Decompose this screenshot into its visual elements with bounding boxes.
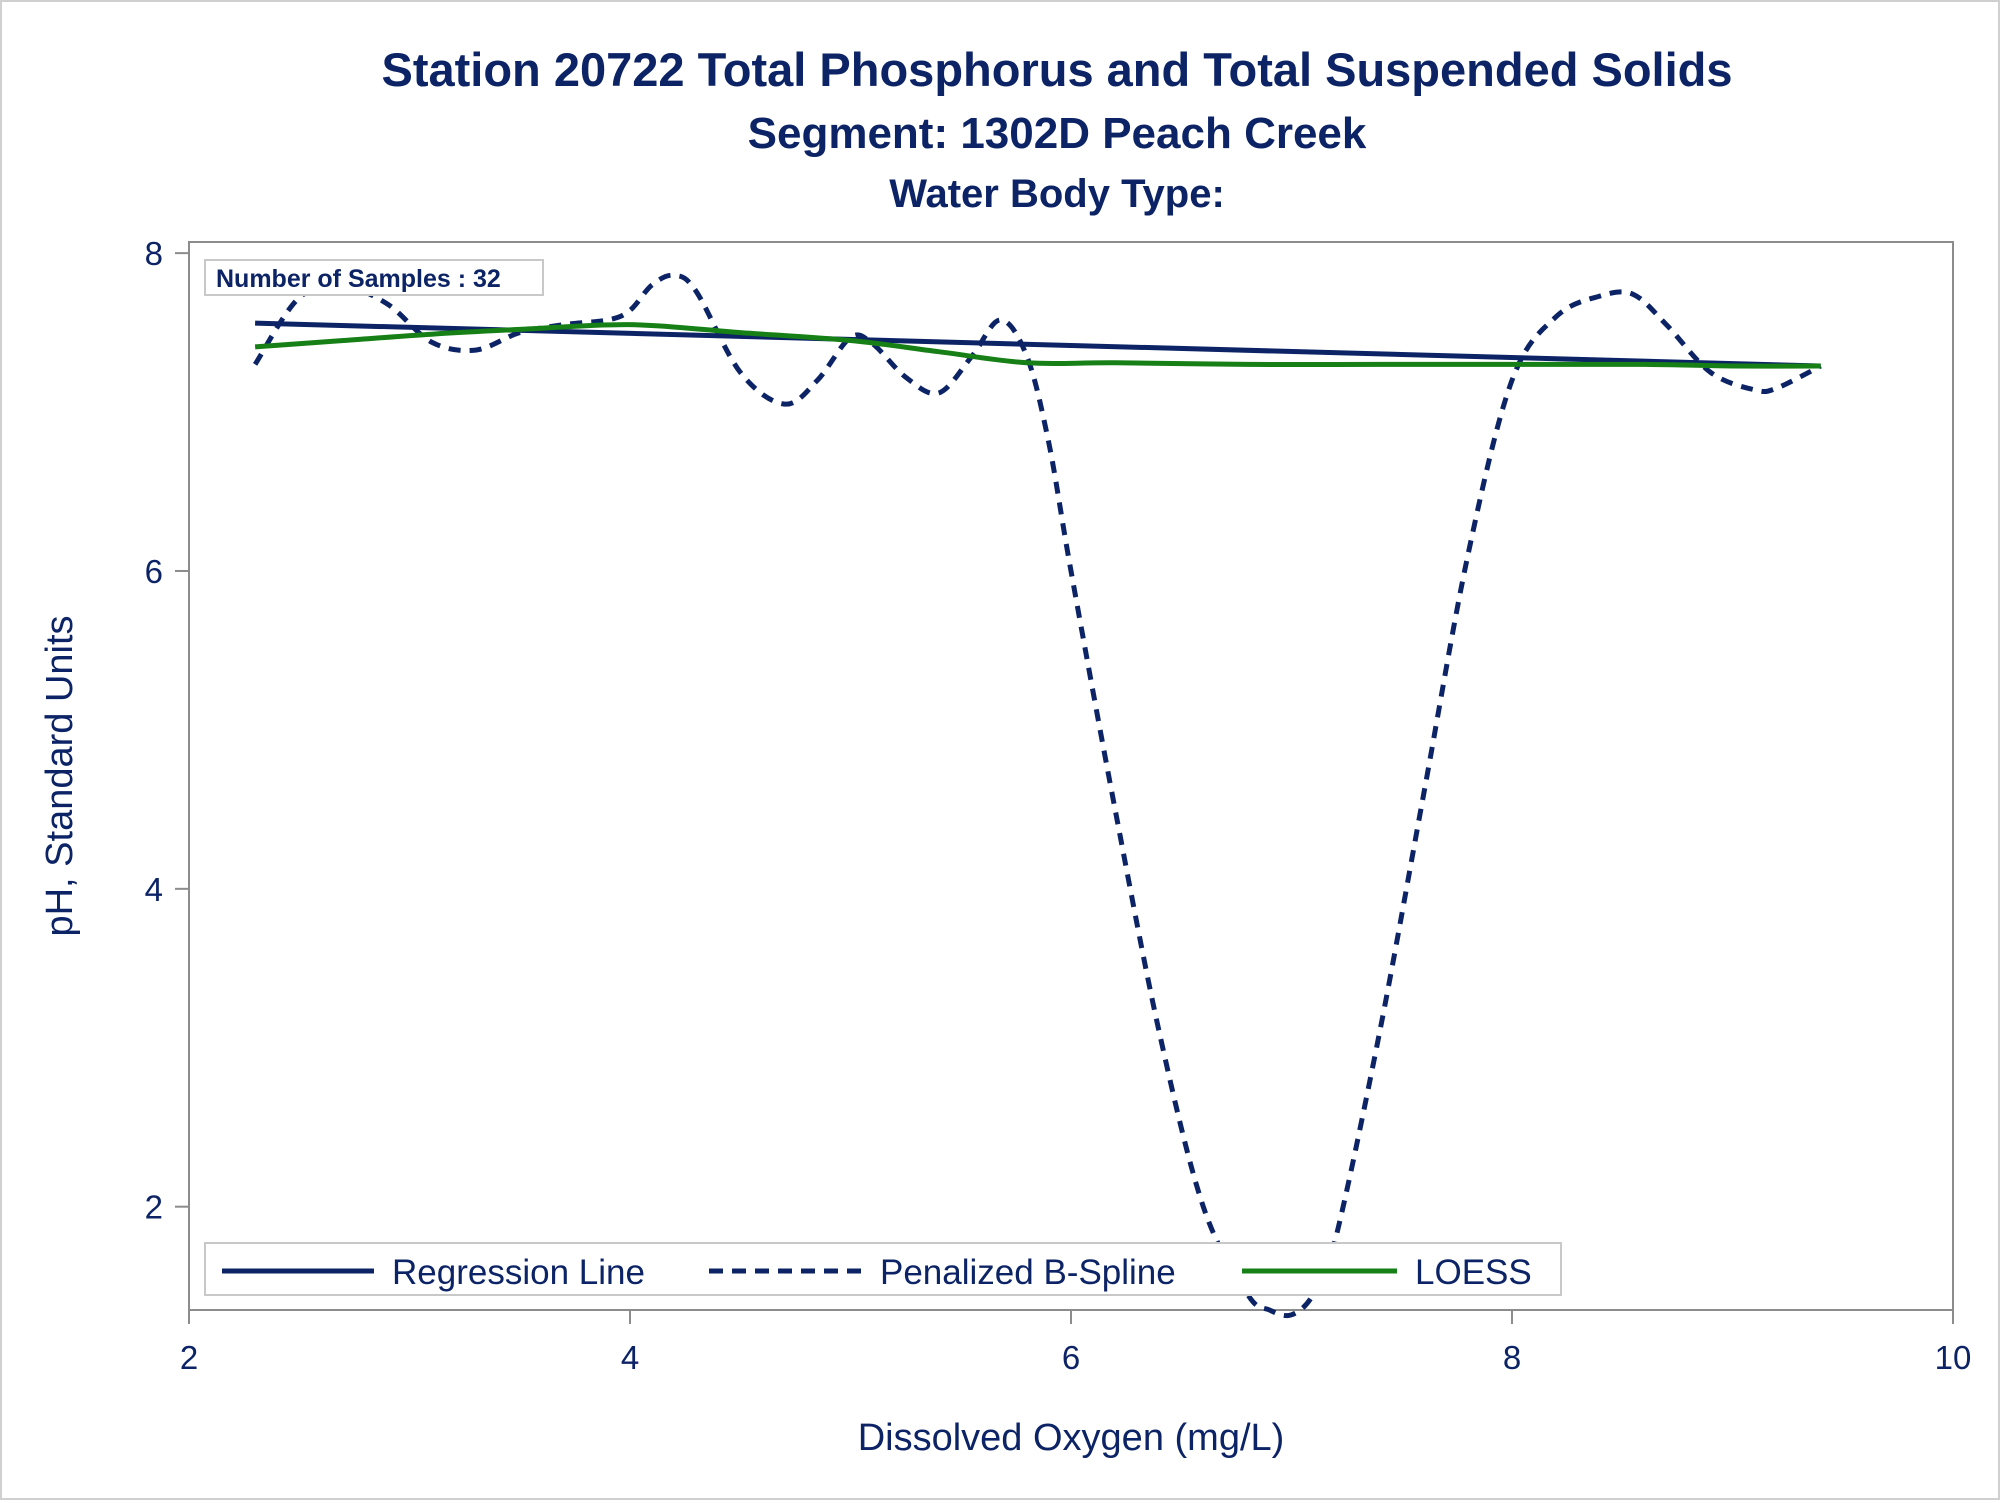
samples-box <box>204 259 544 296</box>
legend-label-regression: Regression Line <box>392 1253 645 1292</box>
legend: Regression Line Penalized B-Spline LOESS <box>204 1242 1562 1296</box>
series-penalized-b-spline <box>253 272 1822 1319</box>
y-axis: 2 4 6 8 <box>145 235 189 1226</box>
y-tick-label: 4 <box>145 871 163 908</box>
x-axis: 2 4 6 8 10 <box>180 1310 1972 1376</box>
legend-label-spline: Penalized B-Spline <box>880 1253 1176 1292</box>
x-tick-label: 2 <box>180 1339 198 1376</box>
x-tick-label: 6 <box>1062 1339 1080 1376</box>
y-axis-label: pH, Standard Units <box>39 615 81 936</box>
y-tick-label: 2 <box>145 1189 163 1226</box>
legend-label-loess: LOESS <box>1415 1253 1532 1292</box>
chart-title: Station 20722 Total Phosphorus and Total… <box>382 43 1733 96</box>
series-loess <box>254 322 1821 369</box>
x-tick-label: 10 <box>1935 1339 1972 1376</box>
x-tick-label: 4 <box>621 1339 639 1376</box>
y-tick-label: 6 <box>145 553 163 590</box>
plot-area <box>188 241 1954 1311</box>
y-tick-label: 8 <box>145 235 163 272</box>
x-axis-label: Dissolved Oxygen (mg/L) <box>858 1417 1285 1459</box>
samples-annotation: Number of Samples : 32 <box>216 265 501 293</box>
series-layer <box>253 272 1822 1319</box>
chart-subtitle: Segment: 1302D Peach Creek <box>748 109 1367 158</box>
x-tick-label: 8 <box>1503 1339 1521 1376</box>
chart-subtitle-2: Water Body Type: <box>889 172 1225 216</box>
